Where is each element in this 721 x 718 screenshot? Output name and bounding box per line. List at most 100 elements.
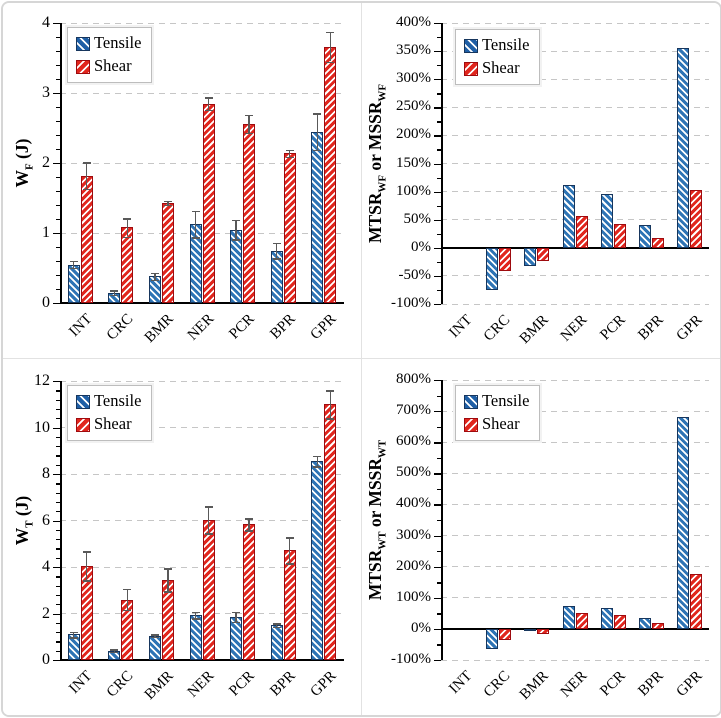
error-bar-cap — [191, 237, 200, 239]
bar-shear — [121, 227, 134, 303]
bar-shear — [243, 524, 256, 660]
error-bar-line — [154, 634, 156, 637]
x-category-label-text: BPR — [635, 668, 667, 700]
x-category-label-text: GPR — [673, 668, 706, 700]
legend-label-tensile: Tensile — [94, 33, 142, 53]
bar-tensile — [524, 628, 537, 632]
gridline — [441, 191, 709, 193]
y-tick-label: 300% — [396, 526, 431, 543]
minor-tick-mark — [56, 247, 60, 249]
major-tick-mark — [53, 613, 60, 615]
error-bar-cap — [69, 631, 78, 634]
bar-shear — [202, 103, 215, 303]
bar-shear — [80, 175, 93, 303]
error-bar-line — [126, 218, 129, 237]
error-bar-line — [235, 219, 237, 240]
gridline — [441, 303, 709, 305]
minor-tick-mark — [56, 177, 60, 179]
major-tick-mark — [434, 247, 441, 250]
error-bar-cap — [191, 618, 200, 620]
y-tick-label: 300% — [396, 70, 431, 87]
error-bar-line — [194, 210, 197, 238]
bar-tensile — [148, 635, 161, 660]
major-tick-mark — [53, 23, 60, 25]
y-axis-spine — [60, 23, 62, 303]
bar-tensile — [600, 193, 613, 248]
minor-tick-mark — [56, 622, 60, 625]
error-bar-line — [248, 518, 250, 531]
error-bar-line — [207, 97, 210, 110]
major-tick-mark — [53, 427, 60, 429]
error-bar-cap — [123, 610, 132, 612]
x-category-label-text: BPR — [267, 311, 299, 343]
error-bar-cap — [285, 537, 294, 539]
y-tick-label: 800% — [396, 371, 431, 387]
x-axis-line — [441, 628, 709, 630]
bar-tensile — [677, 417, 690, 629]
major-tick-mark — [434, 660, 441, 662]
error-bar-cap — [204, 506, 213, 508]
shear-swatch-icon — [76, 417, 90, 432]
minor-tick-mark — [56, 107, 60, 109]
error-bar-cap — [69, 268, 78, 270]
error-bar-cap — [150, 272, 159, 275]
major-tick-mark — [53, 233, 60, 235]
bar-shear — [324, 46, 337, 303]
error-bar-line — [167, 568, 169, 592]
y-tick-label: 0% — [411, 238, 431, 255]
major-tick-mark — [53, 381, 60, 383]
bar-tensile — [524, 247, 537, 267]
error-bar-line — [275, 623, 278, 627]
gridline — [441, 410, 709, 412]
error-bar-line — [154, 272, 156, 280]
y-tick-label: 200% — [396, 126, 431, 143]
bar-tensile — [311, 131, 324, 303]
x-category-label-text: NER — [184, 668, 218, 701]
minor-tick-mark — [437, 261, 441, 264]
error-bar-line — [126, 589, 129, 610]
major-tick-mark — [434, 135, 441, 137]
minor-tick-mark — [437, 37, 441, 39]
bar-shear — [537, 628, 550, 634]
error-bar-line — [275, 242, 278, 259]
bar-shear — [613, 614, 626, 629]
gridline — [441, 566, 709, 568]
legend-label-shear: Shear — [94, 56, 132, 76]
x-category-label-text: BPR — [635, 312, 667, 344]
bar-shear — [161, 202, 174, 303]
bar-shear — [652, 237, 665, 248]
y-tick-label: 400% — [396, 14, 431, 30]
major-tick-mark — [434, 504, 441, 506]
gridline — [441, 659, 709, 661]
tensile-swatch-icon — [464, 38, 478, 53]
bar-tensile — [311, 461, 324, 660]
shear-swatch-icon — [76, 59, 90, 74]
gridline — [441, 503, 709, 505]
error-bar-cap — [245, 530, 254, 532]
x-category-label-text: INT — [66, 668, 96, 697]
x-category-label-text: CRC — [481, 668, 514, 701]
y-axis-spine — [441, 23, 443, 304]
legend: Tensile Shear — [67, 27, 153, 83]
bar-shear — [283, 153, 296, 303]
error-bar-cap — [123, 236, 132, 238]
error-bar-cap — [232, 239, 241, 241]
major-tick-mark — [434, 163, 441, 165]
minor-tick-mark — [56, 604, 60, 606]
shear-swatch-icon — [464, 61, 478, 76]
gridline — [441, 163, 709, 164]
error-bar-cap — [163, 568, 172, 570]
error-bar-line — [316, 456, 318, 467]
bar-shear — [243, 123, 256, 303]
major-tick-mark — [434, 51, 441, 53]
minor-tick-mark — [56, 576, 60, 578]
error-bar-line — [167, 200, 169, 205]
bar-shear — [575, 613, 588, 629]
major-tick-mark — [53, 303, 60, 305]
shear-swatch-icon — [464, 417, 478, 432]
error-bar-line — [329, 32, 331, 62]
minor-tick-mark — [56, 275, 60, 277]
legend-entry-shear: Shear — [464, 57, 529, 80]
error-bar-cap — [204, 533, 213, 535]
